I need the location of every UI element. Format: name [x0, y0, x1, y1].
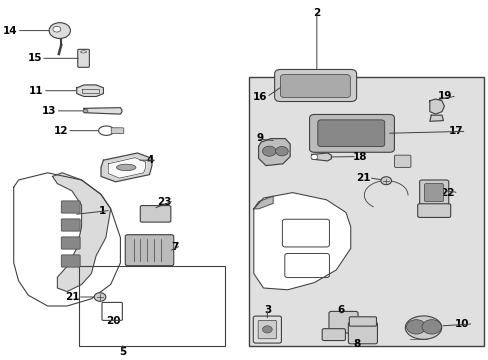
Text: 22: 22 — [440, 188, 454, 198]
FancyBboxPatch shape — [61, 255, 80, 267]
Polygon shape — [253, 196, 273, 209]
FancyBboxPatch shape — [140, 206, 170, 222]
Circle shape — [262, 326, 272, 333]
Circle shape — [421, 320, 441, 334]
FancyBboxPatch shape — [309, 114, 394, 152]
Text: 5: 5 — [119, 347, 126, 357]
Circle shape — [275, 147, 287, 156]
Polygon shape — [429, 115, 443, 121]
Text: 7: 7 — [171, 242, 178, 252]
Polygon shape — [52, 173, 110, 292]
Text: 21: 21 — [64, 292, 79, 302]
FancyBboxPatch shape — [61, 237, 80, 249]
Text: 11: 11 — [29, 86, 44, 96]
FancyBboxPatch shape — [348, 317, 376, 326]
Polygon shape — [429, 99, 444, 114]
Text: 13: 13 — [42, 106, 56, 116]
Polygon shape — [77, 85, 103, 96]
Ellipse shape — [116, 164, 136, 171]
Text: 17: 17 — [448, 126, 463, 136]
Polygon shape — [14, 173, 120, 306]
Text: 3: 3 — [264, 305, 271, 315]
FancyBboxPatch shape — [125, 235, 173, 266]
FancyBboxPatch shape — [417, 204, 450, 217]
Bar — [248, 77, 483, 346]
Text: 12: 12 — [53, 126, 68, 136]
Text: 9: 9 — [256, 132, 263, 143]
FancyBboxPatch shape — [347, 322, 377, 344]
Circle shape — [94, 293, 105, 301]
Text: 15: 15 — [27, 53, 42, 63]
Text: 19: 19 — [437, 91, 452, 102]
Circle shape — [406, 320, 425, 334]
FancyBboxPatch shape — [78, 49, 89, 67]
Circle shape — [83, 109, 88, 113]
Ellipse shape — [81, 51, 86, 53]
Ellipse shape — [405, 316, 441, 339]
Polygon shape — [311, 153, 331, 161]
Text: 8: 8 — [353, 339, 360, 349]
FancyBboxPatch shape — [111, 128, 123, 134]
Text: 6: 6 — [337, 305, 344, 315]
Text: 16: 16 — [252, 92, 267, 102]
Polygon shape — [101, 153, 152, 182]
Text: 21: 21 — [355, 173, 369, 183]
FancyBboxPatch shape — [280, 75, 349, 98]
FancyBboxPatch shape — [61, 201, 80, 213]
FancyBboxPatch shape — [419, 180, 448, 205]
Circle shape — [310, 154, 317, 159]
Polygon shape — [253, 193, 350, 290]
Circle shape — [262, 146, 276, 156]
Text: 2: 2 — [313, 8, 320, 18]
Text: 20: 20 — [106, 316, 120, 326]
Circle shape — [53, 26, 61, 32]
FancyBboxPatch shape — [394, 155, 410, 167]
Polygon shape — [108, 158, 145, 178]
Text: 4: 4 — [147, 155, 154, 165]
Circle shape — [49, 23, 70, 39]
FancyBboxPatch shape — [424, 184, 443, 202]
Text: 23: 23 — [157, 197, 171, 207]
Circle shape — [380, 177, 391, 185]
Text: 14: 14 — [3, 26, 18, 36]
Text: 10: 10 — [454, 319, 468, 329]
Text: 1: 1 — [99, 206, 105, 216]
FancyBboxPatch shape — [274, 69, 356, 102]
FancyBboxPatch shape — [61, 219, 80, 231]
FancyBboxPatch shape — [317, 120, 384, 147]
FancyBboxPatch shape — [258, 320, 276, 339]
Text: 18: 18 — [352, 152, 367, 162]
Bar — [79, 266, 224, 346]
FancyBboxPatch shape — [322, 329, 345, 341]
Polygon shape — [258, 139, 289, 166]
Polygon shape — [84, 108, 122, 114]
FancyBboxPatch shape — [328, 311, 357, 333]
